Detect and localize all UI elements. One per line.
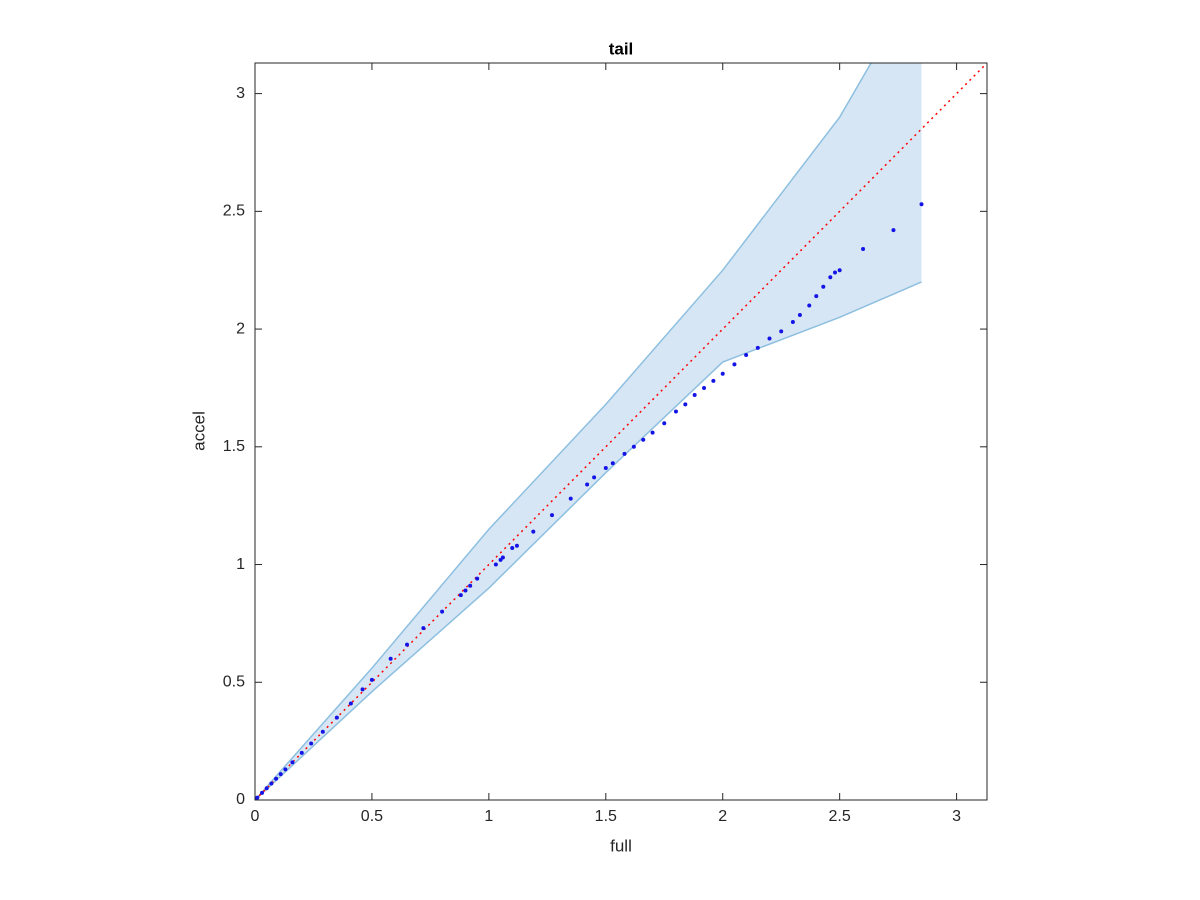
x-tick-label: 0.5 <box>361 808 383 825</box>
y-tick-label: 2 <box>236 320 245 337</box>
data-point <box>821 284 826 289</box>
data-point <box>797 312 802 317</box>
data-point <box>814 294 819 299</box>
data-point <box>711 378 716 383</box>
data-point <box>732 362 737 367</box>
data-point <box>622 451 627 456</box>
band-lower-edge <box>255 281 922 800</box>
data-point <box>531 529 536 534</box>
x-tick-label: 2 <box>718 808 727 825</box>
data-point <box>468 583 473 588</box>
data-point <box>255 795 260 800</box>
data-point <box>360 687 365 692</box>
data-point <box>861 247 866 252</box>
x-tick-label: 3 <box>952 808 961 825</box>
data-point <box>421 626 426 631</box>
data-point <box>603 465 608 470</box>
data-point <box>369 677 374 682</box>
data-point <box>662 421 667 426</box>
reference-line <box>255 63 987 800</box>
axes: 0 0.5 1 1.5 2 2.5 3 0 0.5 1 1.5 2 2.5 3 <box>223 62 988 825</box>
band-upper-edge <box>255 63 872 800</box>
data-point <box>458 593 463 598</box>
data-point <box>269 781 274 786</box>
data-point <box>702 385 707 390</box>
y-tick-label: 1.5 <box>223 438 245 455</box>
data-point <box>650 430 655 435</box>
x-axis-label: full <box>610 836 632 855</box>
x-tick-label: 1 <box>484 808 493 825</box>
data-point <box>610 461 615 466</box>
y-tick-label: 0.5 <box>223 673 245 690</box>
y-tick-label: 2.5 <box>223 203 245 220</box>
data-point <box>837 268 842 273</box>
data-point <box>320 729 325 734</box>
y-tick-label: 1 <box>236 556 245 573</box>
data-point <box>405 642 410 647</box>
data-point <box>550 513 555 518</box>
data-point <box>779 329 784 334</box>
confidence-band <box>255 63 922 800</box>
data-point <box>274 776 279 781</box>
data-point <box>493 562 498 567</box>
data-point <box>475 576 480 581</box>
data-point <box>290 760 295 765</box>
data-point <box>283 767 288 772</box>
data-point <box>463 588 468 593</box>
data-point <box>514 543 519 548</box>
x-tick-label: 2.5 <box>829 808 851 825</box>
data-point <box>309 741 314 746</box>
data-point <box>500 555 505 560</box>
data-point <box>641 437 646 442</box>
data-point <box>807 303 812 308</box>
data-point <box>278 772 283 777</box>
data-point <box>683 402 688 407</box>
data-point <box>592 475 597 480</box>
data-point <box>790 320 795 325</box>
data-point <box>919 202 924 207</box>
data-point <box>568 496 573 501</box>
y-tick-label: 3 <box>236 85 245 102</box>
data-point <box>264 786 269 791</box>
data-point <box>692 393 697 398</box>
data-point <box>891 228 896 233</box>
chart-title: tail <box>609 39 634 58</box>
axes-box <box>254 62 988 801</box>
y-axis-label: accel <box>189 411 208 451</box>
data-point <box>334 715 339 720</box>
plot-area <box>255 63 987 800</box>
data-point <box>440 609 445 614</box>
data-point <box>767 336 772 341</box>
y-tick-label: 0 <box>236 791 245 808</box>
data-point <box>585 482 590 487</box>
data-point <box>260 790 265 795</box>
data-point <box>828 275 833 280</box>
x-tick-label: 1.5 <box>595 808 617 825</box>
data-point <box>510 546 515 551</box>
data-point <box>631 444 636 449</box>
data-point <box>299 750 304 755</box>
x-tick-label: 0 <box>251 808 260 825</box>
data-point <box>388 656 393 661</box>
data-point <box>832 270 837 275</box>
data-point <box>673 409 678 414</box>
data-point <box>348 701 353 706</box>
data-point <box>744 352 749 357</box>
data-point <box>755 345 760 350</box>
data-point <box>720 371 725 376</box>
